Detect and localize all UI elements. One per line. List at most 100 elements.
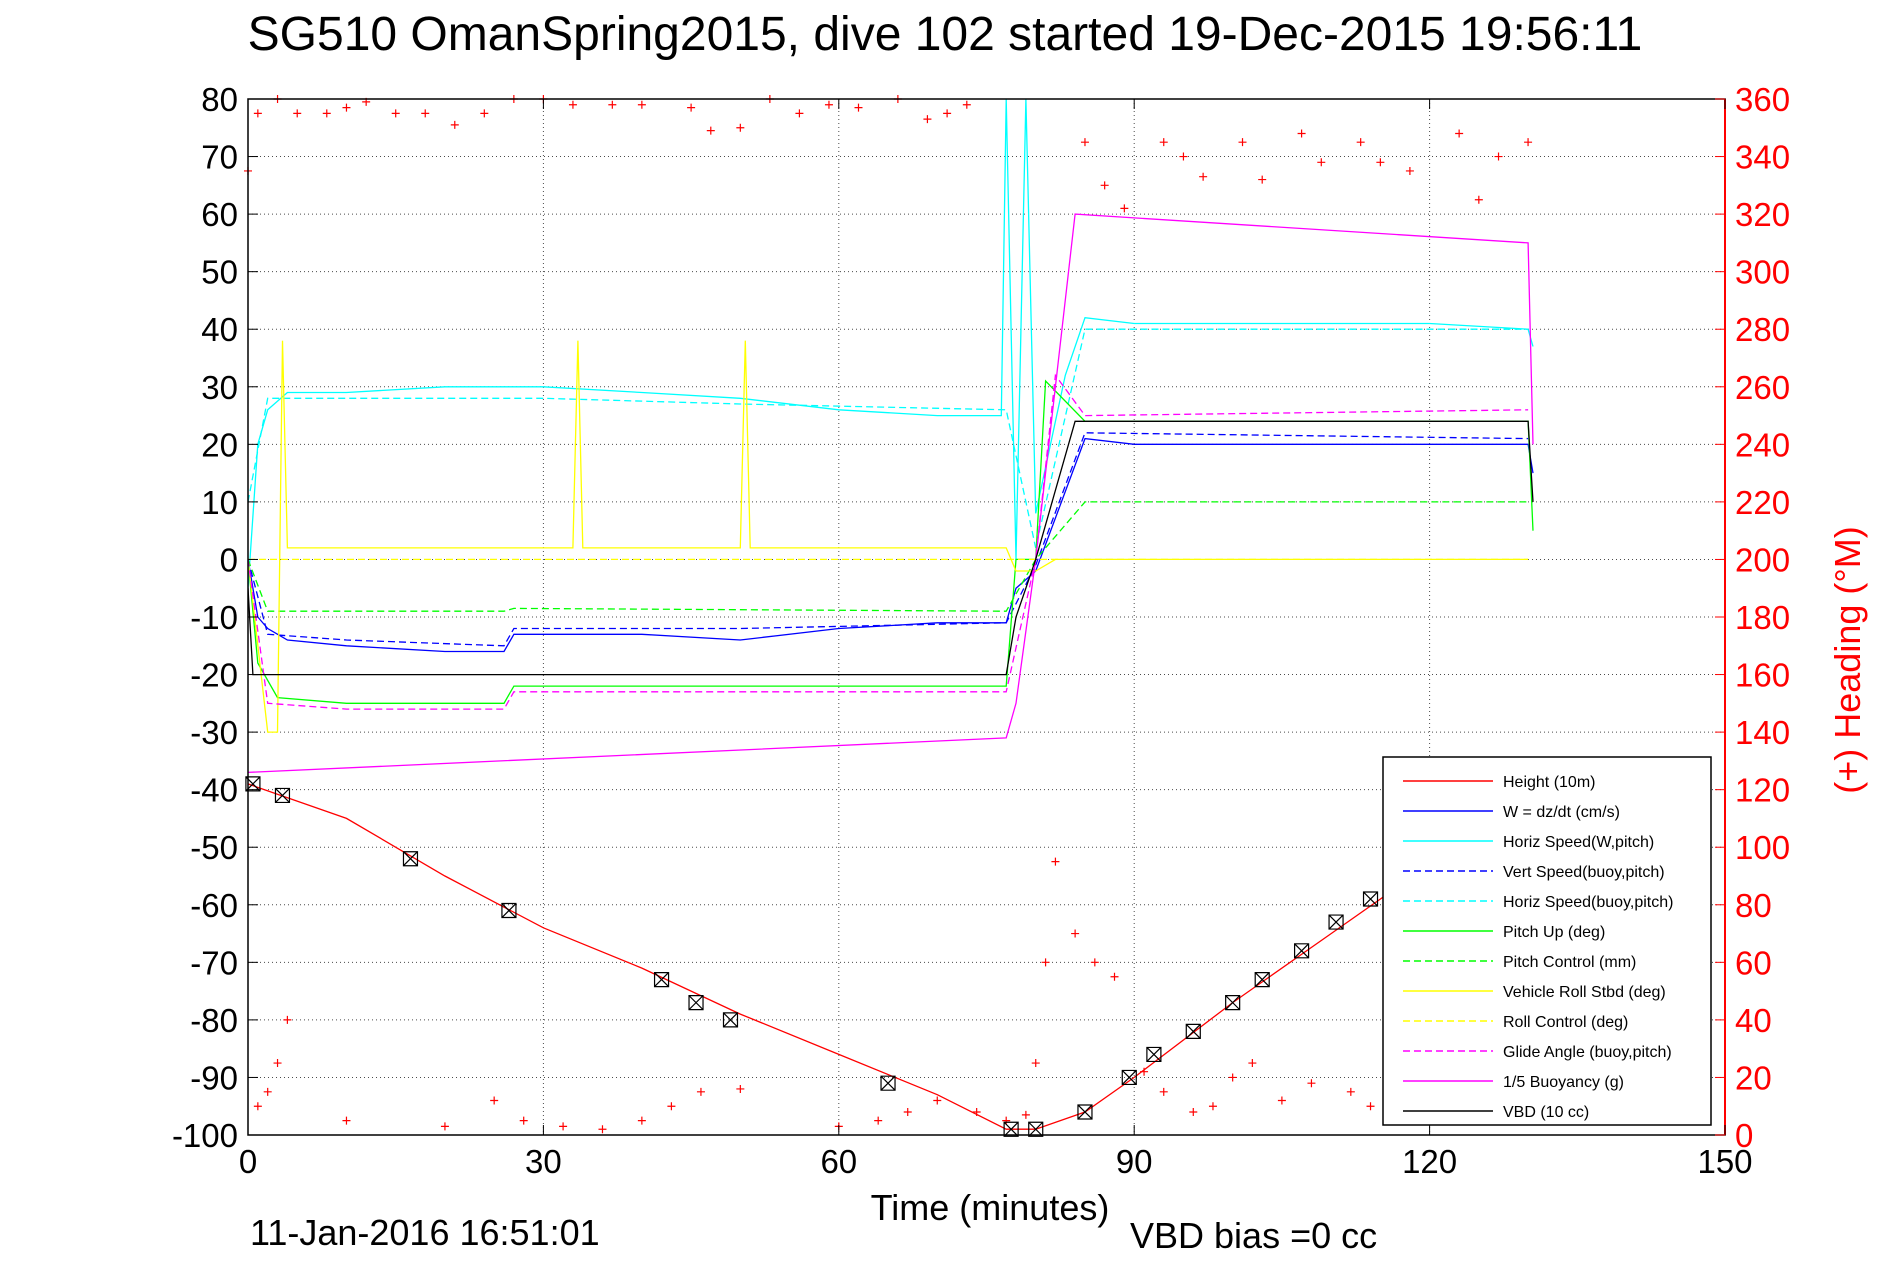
heading-point <box>342 1116 351 1125</box>
heading-point <box>1376 158 1385 167</box>
heading-point <box>1090 958 1099 967</box>
x-axis-label: Time (minutes) <box>871 1187 1110 1228</box>
heading-point <box>1080 138 1089 147</box>
legend-label: 1/5 Buoyancy (g) <box>1503 1074 1624 1091</box>
y-tick-label: -60 <box>190 887 238 924</box>
heading-point <box>608 100 617 109</box>
heading-point <box>480 109 489 118</box>
vbd-marker <box>1121 1069 1137 1086</box>
vbd-marker <box>653 972 670 988</box>
heading-point <box>962 100 971 109</box>
vbd-marker <box>402 851 419 867</box>
vbd-marker <box>1362 891 1379 907</box>
heading-point <box>440 1122 449 1131</box>
series-line <box>248 328 1529 549</box>
heading-point <box>283 1015 292 1024</box>
heading-point <box>342 103 351 112</box>
y-tick-label: -20 <box>190 657 238 694</box>
vbd-marker <box>722 1012 739 1028</box>
heading-point <box>1297 129 1306 138</box>
legend-label: Roll Control (deg) <box>1503 1014 1628 1031</box>
vbd-marker <box>1077 1104 1093 1120</box>
heading-point <box>1140 1067 1149 1076</box>
heading-scatter <box>244 95 1533 1134</box>
heading-point <box>273 1059 282 1068</box>
series-line <box>248 501 1529 612</box>
series-line <box>248 437 1534 653</box>
heading-point <box>253 109 262 118</box>
heading-point <box>903 1107 912 1116</box>
series-line <box>248 783 1480 1130</box>
heading-point <box>1455 129 1464 138</box>
x-tick-label: 60 <box>820 1143 857 1180</box>
y-tick-label: -70 <box>190 944 238 981</box>
heading-point <box>1346 1087 1355 1096</box>
legend-label: Horiz Speed(W,pitch) <box>1503 834 1654 851</box>
y-tick-label: 20 <box>201 426 238 463</box>
heading-point <box>696 1087 705 1096</box>
y-tick-label: -80 <box>190 1002 238 1039</box>
vbd-marker <box>1028 1121 1044 1137</box>
heading-point <box>421 109 430 118</box>
y2-tick-label: 300 <box>1735 254 1790 291</box>
heading-point <box>263 1087 272 1096</box>
chart-title: SG510 OmanSpring2015, dive 102 started 1… <box>248 8 1643 61</box>
heading-point <box>1021 1110 1030 1119</box>
legend-label: VBD (10 cc) <box>1503 1104 1589 1121</box>
y2-tick-label: 360 <box>1735 81 1790 118</box>
x-tick-label: 120 <box>1402 1143 1457 1180</box>
y-tick-label: 0 <box>220 541 238 578</box>
y-tick-label: 40 <box>201 311 238 348</box>
y-tick-label: -90 <box>190 1059 238 1096</box>
series-line <box>248 379 1534 704</box>
heading-point <box>1277 1096 1286 1105</box>
legend-label: Height (10m) <box>1503 774 1595 791</box>
heading-point <box>667 1102 676 1111</box>
heading-point <box>1002 1116 1011 1125</box>
heading-point <box>1159 138 1168 147</box>
heading-point <box>1238 138 1247 147</box>
x-tick-label: 90 <box>1116 1143 1153 1180</box>
heading-point <box>519 1116 528 1125</box>
x-axis-ticks: 0 30 60 90 120 150 <box>239 99 1753 1180</box>
y2-axis-ticks: 3603403203002802602402202001801601401201… <box>1715 81 1790 1154</box>
heading-point <box>854 103 863 112</box>
heading-point <box>450 120 459 129</box>
heading-point <box>1366 1102 1375 1111</box>
heading-point <box>559 1122 568 1131</box>
y2-tick-label: 320 <box>1735 196 1790 233</box>
y-tick-label: 70 <box>201 139 238 176</box>
heading-point <box>1071 929 1080 938</box>
y2-tick-label: 220 <box>1735 484 1790 521</box>
heading-point <box>1189 1107 1198 1116</box>
legend-box <box>1382 756 1712 1126</box>
legend-label: Pitch Up (deg) <box>1503 924 1605 941</box>
y2-tick-label: 60 <box>1735 944 1772 981</box>
heading-point <box>706 126 715 135</box>
y2-tick-label: 100 <box>1735 829 1790 866</box>
heading-point <box>568 100 577 109</box>
heading-point <box>687 103 696 112</box>
legend-label: W = dz/dt (cm/s) <box>1503 804 1620 821</box>
heading-point <box>1258 175 1267 184</box>
heading-point <box>1041 958 1050 967</box>
heading-point <box>824 100 833 109</box>
heading-point <box>1100 181 1109 190</box>
series-line <box>248 213 1534 774</box>
legend-label: Vehicle Roll Stbd (deg) <box>1503 984 1666 1001</box>
vbd-marker <box>1225 995 1241 1011</box>
y-tick-label: 10 <box>201 484 238 521</box>
series-line <box>248 420 1534 676</box>
heading-point <box>1317 158 1326 167</box>
y2-tick-label: 240 <box>1735 426 1790 463</box>
series-line <box>248 432 1529 647</box>
heading-point <box>1405 166 1414 175</box>
heading-point <box>293 109 302 118</box>
heading-point <box>1248 1059 1257 1068</box>
heading-point <box>1228 1073 1237 1082</box>
y2-tick-label: 80 <box>1735 887 1772 924</box>
y2-tick-label: 140 <box>1735 714 1790 751</box>
heading-point <box>923 115 932 124</box>
series-line <box>248 99 1534 589</box>
